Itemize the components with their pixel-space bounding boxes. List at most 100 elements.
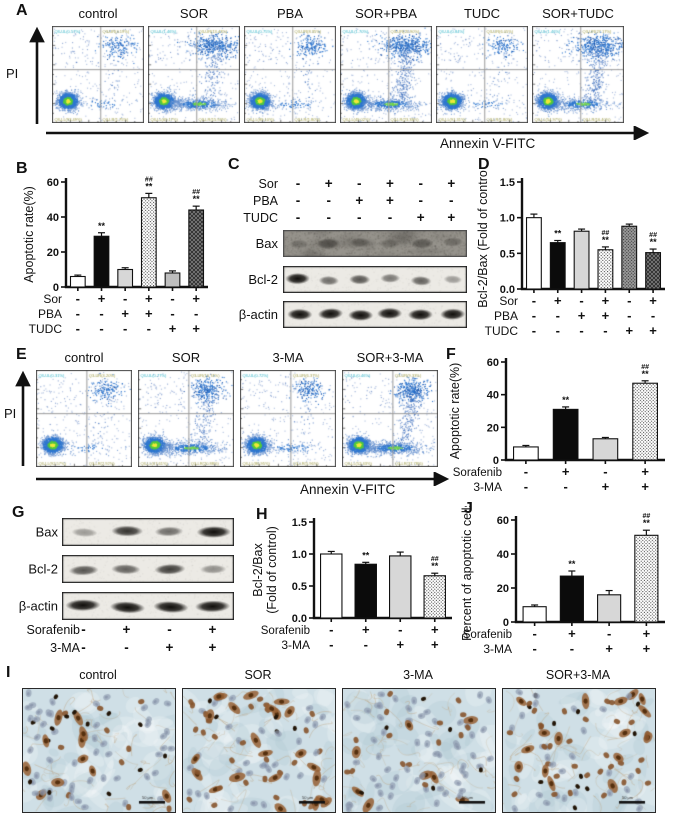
bar-chart-svg-H: 0.00.51.01.5** ##**Sorafenib - + - +3-MA - - + +B…: [251, 517, 452, 652]
flow-plot-canvas-PBA: [244, 26, 336, 123]
panel-a-x-axis-label: Annexin V-FITC: [440, 136, 536, 151]
treatment-sign: +: [602, 479, 610, 494]
treatment-row-label: PBA: [38, 307, 62, 321]
treatment-sign: -: [76, 291, 80, 306]
treatment-sign: +: [209, 640, 217, 655]
treatment-sign: -: [99, 306, 103, 321]
panel-e-x-axis-label: Annexin V-FITC: [300, 482, 396, 497]
flow-plot-canvas-SOR+3-MA: [342, 370, 438, 467]
treatment-sign: -: [124, 640, 129, 655]
flow-plot-canvas-TUDC: [436, 26, 528, 123]
sig-star: **: [431, 561, 439, 571]
treatment-sign: +: [169, 321, 177, 336]
y-tick-label: 40: [497, 549, 509, 561]
ihc-image-title: SOR+3-MA: [545, 668, 611, 682]
bar-B-6: [188, 209, 205, 288]
treatment-sign: -: [326, 193, 331, 208]
flow-plot-title: SOR+TUDC: [542, 6, 614, 21]
panel-a-pi-axis-label: PI: [6, 66, 19, 81]
ihc-image-title: SOR: [244, 668, 272, 682]
panel-g-letter: G: [12, 504, 25, 521]
treatment-sign: +: [447, 210, 455, 225]
treatment-row-label: 3-MA: [483, 642, 512, 656]
sig-star: **: [643, 518, 651, 528]
y-tick-label: 1.0: [500, 213, 515, 225]
blot-label: Bax: [256, 236, 279, 251]
ihc-image-canvas-SOR+3-MA: [502, 688, 656, 813]
bar-H-3: [389, 555, 412, 619]
treatment-sign: -: [357, 210, 362, 225]
sig-hash: ##: [642, 513, 650, 520]
treatment-row-label: Sorafenib: [453, 467, 502, 479]
blot-label: Bax: [36, 525, 59, 540]
treatment-sign: +: [625, 323, 633, 338]
treatment-sign: +: [602, 308, 610, 323]
treatment-row-label: TUDC: [485, 324, 519, 338]
treatment-sign: -: [556, 308, 560, 323]
treatment-sign: -: [296, 176, 301, 191]
panel-a-pi-axis-arrow: [29, 26, 45, 124]
treatment-sign: +: [649, 323, 657, 338]
treatment-sign: -: [579, 293, 583, 308]
treatment-sign: +: [643, 626, 651, 641]
flow-plot-canvas-control: [52, 26, 144, 123]
treatment-sign: +: [447, 176, 455, 191]
ihc-image-title: control: [79, 668, 117, 682]
bar-H-1: [320, 553, 343, 619]
sig-star: **: [193, 194, 201, 204]
flow-plot-title: control: [78, 6, 118, 21]
treatment-sign: -: [532, 308, 536, 323]
panel-b-letter: B: [16, 160, 28, 177]
treatment-sign: -: [147, 321, 151, 336]
panel-j-letter: J: [464, 500, 473, 517]
treatment-row-label: Sor: [499, 294, 518, 308]
bar-F-2: [552, 408, 579, 461]
treatment-sign: -: [81, 622, 86, 637]
treatment-sign: -: [329, 637, 333, 652]
treatment-sign: +: [386, 176, 394, 191]
y-tick-label: 40: [487, 390, 499, 402]
sig-hash: ##: [602, 230, 610, 237]
treatment-sign: -: [167, 622, 172, 637]
treatment-sign: +: [649, 293, 657, 308]
treatment-row-label: Sorafenib: [26, 623, 80, 637]
treatment-sign: +: [121, 306, 129, 321]
sig-hash: ##: [641, 364, 649, 371]
blot-label: β-actin: [19, 599, 58, 614]
y-tick-label: 0: [493, 455, 499, 467]
bar-F-4: [632, 382, 658, 461]
flow-plot-title: SOR: [171, 350, 201, 365]
y-tick-label: 60: [487, 357, 499, 369]
bar-D-3: [573, 230, 590, 290]
sig-star: **: [602, 235, 610, 245]
panel-f-bar-chart: 0 20 40 60 ** ## ** Sorafenib - + - +3-MA - - + + Apopto…: [446, 350, 673, 507]
treatment-sign: +: [386, 193, 394, 208]
blot-canvas-Bax: [62, 518, 234, 546]
ihc-image-canvas-3-MA: [342, 688, 496, 813]
treatment-sign: -: [388, 210, 393, 225]
y-tick-label: 60: [497, 515, 509, 527]
panelC-labels: Sor - + - + - + PBA - - + + - - TUDC - - - - + + Bax Bcl-2 β-ac…: [239, 176, 456, 322]
sig-star: **: [554, 228, 562, 238]
sig-star: **: [362, 550, 370, 560]
treatment-sign: -: [607, 626, 611, 641]
bar-H-4: [423, 575, 446, 619]
treatment-sign: +: [145, 291, 153, 306]
treatment-row-label: 3-MA: [473, 480, 502, 494]
y-axis-label: Bcl-2/Bax: [251, 543, 265, 597]
panel-i-letter: I: [6, 664, 11, 681]
panel-c-letter: C: [228, 156, 240, 173]
panel-e-letter: E: [16, 346, 27, 363]
treatment-sign: +: [643, 641, 651, 656]
y-tick-label: 20: [497, 583, 509, 595]
bar-chart-svg-D: 0.00.51.01.5** ##** ##**Sor - + - + - +PBA - - + + - -…: [476, 163, 665, 338]
blot-canvas-β-actin: [62, 592, 234, 620]
y-tick-label: 0: [503, 617, 509, 629]
treatment-sign: -: [194, 306, 198, 321]
treatment-sign: -: [326, 210, 331, 225]
treatment-sign: -: [563, 479, 567, 494]
bar-B-4: [140, 197, 157, 288]
